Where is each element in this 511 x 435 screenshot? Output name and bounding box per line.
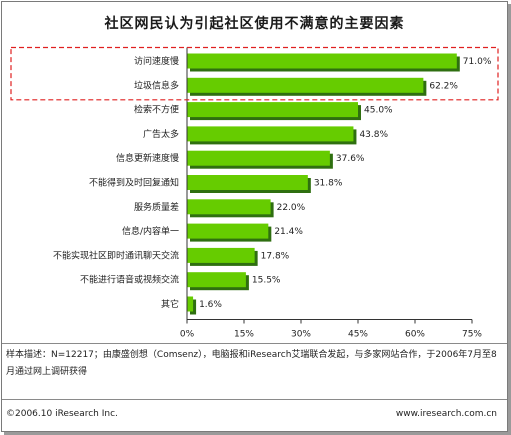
note-separator	[2, 343, 507, 344]
category-label: 服务质量差	[134, 201, 179, 213]
footer-separator	[2, 399, 507, 400]
sample-note: 样本描述：N=12217；由康盛创想（Comsenz），电脑报和iResearc…	[6, 350, 497, 377]
bar	[187, 77, 424, 93]
x-tick-label: 30%	[291, 330, 311, 340]
bar	[187, 102, 358, 118]
website-text: www.iresearch.com.cn	[395, 409, 497, 419]
category-label: 垃圾信息多	[134, 79, 179, 91]
value-label: 1.6%	[199, 300, 222, 310]
chart-title: 社区网民认为引起社区使用不满意的主要因素	[104, 16, 405, 32]
value-label: 17.8%	[261, 251, 290, 261]
value-label: 31.8%	[314, 179, 343, 189]
value-label: 21.4%	[274, 227, 303, 237]
category-label: 信息更新速度慢	[116, 152, 179, 164]
x-tick-label: 45%	[348, 330, 368, 340]
bar	[187, 53, 457, 69]
value-label: 22.0%	[277, 203, 306, 213]
value-label: 43.8%	[359, 130, 388, 140]
value-label: 37.6%	[336, 154, 365, 164]
frame-shadow-right	[508, 4, 511, 435]
bar	[187, 296, 194, 312]
copyright-text: ©2006.10 iResearch Inc.	[6, 409, 118, 419]
bar	[187, 272, 246, 288]
category-label: 其它	[161, 298, 179, 310]
category-label: 不能进行语音或视频交流	[80, 274, 179, 286]
category-label: 不能得到及时回复通知	[89, 177, 179, 189]
x-tick-label: 0%	[180, 330, 195, 340]
value-label: 45.0%	[364, 106, 393, 116]
category-label: 信息/内容单一	[122, 225, 179, 237]
highlight-box	[10, 46, 499, 101]
value-label: 71.0%	[463, 57, 492, 67]
category-label: 不能实现社区即时通讯聊天交流	[53, 249, 179, 261]
bar	[187, 126, 354, 142]
category-label: 广告太多	[143, 128, 179, 140]
x-tick-label: 15%	[234, 330, 254, 340]
x-tick-label: 75%	[462, 330, 482, 340]
value-label: 62.2%	[429, 81, 458, 91]
frame-shadow-bottom	[4, 432, 511, 435]
bar	[187, 175, 308, 190]
value-label: 15.5%	[252, 276, 281, 286]
bar-chart: 访问速度慢 71.0% 垃圾信息多 62.2% 检索不方便 45.0% 广告太多 43.8% 信…	[10, 46, 499, 340]
bar	[187, 199, 271, 215]
bar	[187, 223, 269, 239]
bar	[187, 247, 255, 263]
category-label: 访问速度慢	[134, 55, 179, 67]
bar	[187, 150, 330, 166]
category-label: 检索不方便	[134, 104, 179, 116]
x-tick-label: 60%	[405, 330, 425, 340]
